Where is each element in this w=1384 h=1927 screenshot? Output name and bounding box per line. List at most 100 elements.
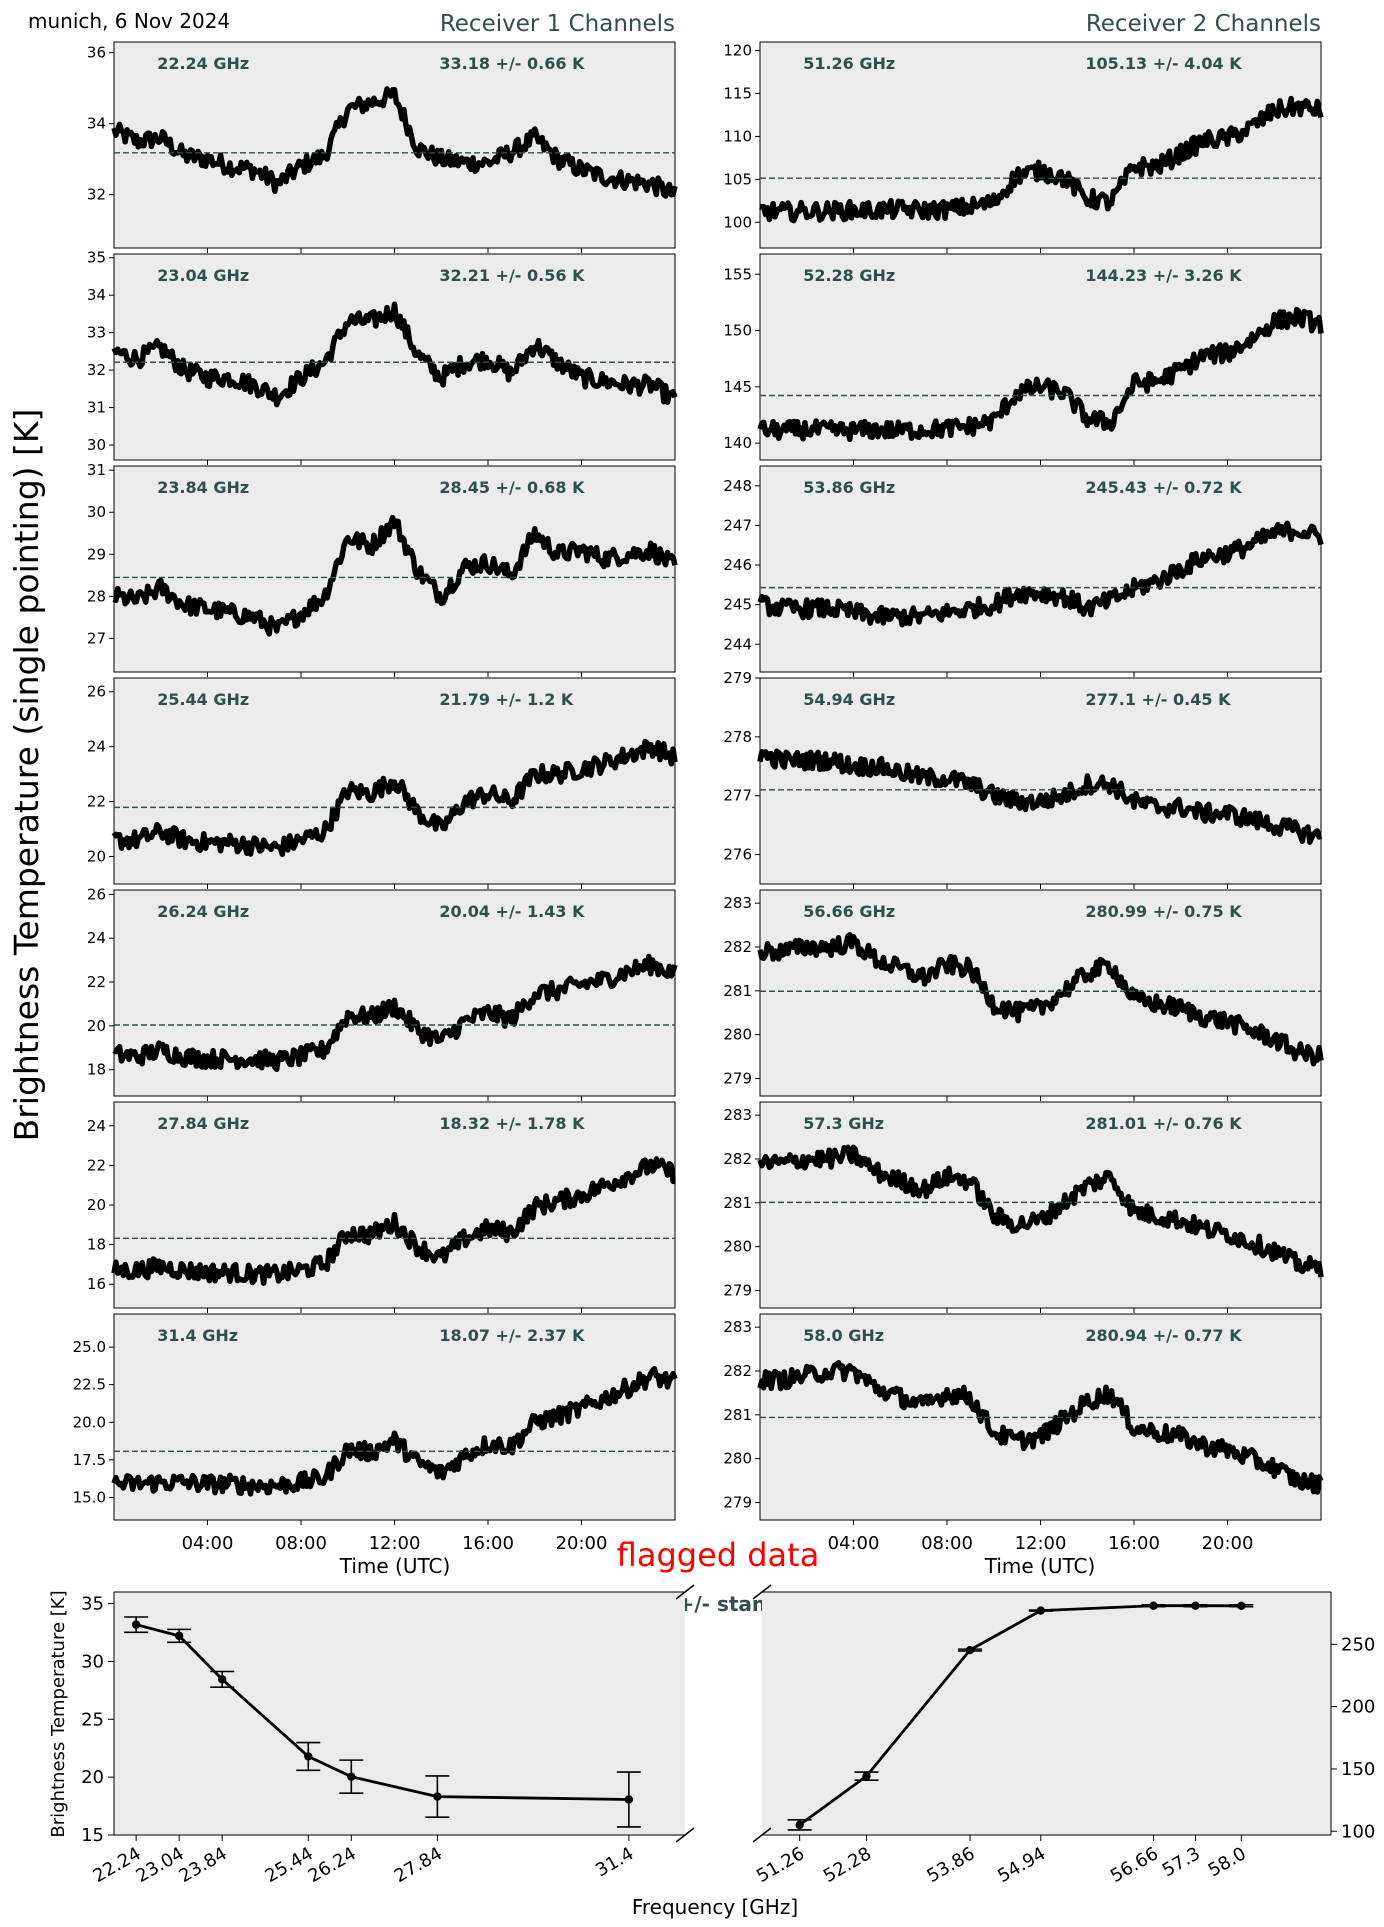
frequency-label: 58.0 GHz [803, 1326, 884, 1345]
y-tick-label: 281 [723, 1406, 752, 1424]
tb-series-line [757, 306, 1324, 443]
y-tick-label: 277 [723, 787, 752, 805]
y-tick-label: 20 [87, 848, 106, 866]
y-tick-label: 280 [723, 1026, 752, 1044]
y-tick-label: 31 [87, 461, 106, 479]
x-tick-label: 16:00 [1108, 1533, 1160, 1554]
mean-std-label: 32.21 +/- 0.56 K [439, 266, 585, 285]
channel-panel: 279 280 281 282 283 56.66 GHz 280.99 +/- 0.75 … [723, 889, 1324, 1101]
x-tick-label: 08:00 [275, 1533, 327, 1554]
panel-frame [113, 253, 676, 461]
y-tick-label: 282 [723, 1362, 752, 1380]
y-tick-label: 32 [87, 361, 106, 379]
y-tick-label: 30 [87, 503, 106, 521]
daily-mean-point [795, 1820, 804, 1830]
receiver2-title: Receiver 2 Channels [1086, 11, 1321, 37]
frequency-label: 26.24 GHz [157, 902, 249, 921]
y-tick-label: 278 [723, 728, 752, 746]
tb-series-line [111, 301, 678, 408]
y-tick-label: 22.5 [73, 1376, 106, 1394]
y-tick-label: 30 [87, 436, 106, 454]
y-tick-label: 110 [723, 127, 752, 145]
y-tick-label: 22 [87, 1156, 106, 1174]
y-tick-label: 155 [723, 265, 752, 283]
frequency-label: 22.24 GHz [157, 54, 249, 73]
tb-series-line [757, 520, 1324, 628]
axis-break-mark [752, 1584, 772, 1600]
y-tick-label: 283 [723, 1106, 752, 1124]
channel-panel: 279 280 281 282 283 58.0 GHz 280.94 +/- 0.77 K [723, 1313, 1324, 1525]
y-tick-label: 20 [87, 1017, 106, 1035]
y-tick-label: 246 [723, 556, 752, 574]
y-tick-label: 244 [723, 635, 752, 653]
channel-panel: 30 31 32 33 34 35 23.04 GHz 32.21 +/- 0.56 K [87, 249, 678, 465]
tb-series-line [757, 1144, 1324, 1278]
frequency-tick-label: 52.28 [820, 1843, 875, 1887]
daily-mean-point [1191, 1601, 1200, 1610]
tb-series-line [112, 514, 678, 637]
summary-right-area [762, 1592, 1331, 1835]
summary-y-tick-label: 100 [1341, 1821, 1375, 1842]
daily-mean-point [1237, 1601, 1246, 1610]
y-tick-label: 24 [87, 1117, 106, 1135]
frequency-tick-label: 22.24 [90, 1843, 145, 1887]
y-tick-label: 276 [723, 846, 752, 864]
panel-frame [759, 1101, 1322, 1309]
frequency-tick-label: 26.24 [305, 1843, 360, 1887]
mean-std-label: 28.45 +/- 0.68 K [439, 478, 585, 497]
frequency-label: 27.84 GHz [157, 1114, 249, 1133]
summary-y-tick-label: 25 [81, 1709, 104, 1730]
y-tick-label: 279 [723, 1493, 752, 1511]
y-tick-label: 280 [723, 1238, 752, 1256]
daily-means-chart: TB daily means +/- standard deviation Br… [48, 1584, 1375, 1919]
y-tick-label: 33 [87, 324, 106, 342]
mean-std-label: 281.01 +/- 0.76 K [1085, 1114, 1242, 1133]
x-tick-label: 04:00 [828, 1533, 880, 1554]
tb-series-line [757, 932, 1324, 1067]
tb-series-line [111, 1156, 676, 1286]
receiver1-title: Receiver 1 Channels [440, 11, 675, 37]
mean-std-label: 18.07 +/- 2.37 K [439, 1326, 585, 1345]
channel-panel: 279 280 281 282 283 57.3 GHz 281.01 +/- 0.76 K [723, 1101, 1324, 1313]
summary-y-tick-label: 200 [1341, 1697, 1375, 1718]
daily-mean-point [624, 1795, 634, 1804]
frequency-tick-label: 56.66 [1107, 1843, 1162, 1887]
global-ylabel: Brightness Temperature (single pointing)… [7, 409, 46, 1142]
daily-mean-point [1149, 1601, 1158, 1610]
frequency-label: 25.44 GHz [157, 690, 249, 709]
y-tick-label: 22 [87, 793, 106, 811]
frequency-label: 52.28 GHz [803, 266, 895, 285]
mean-std-label: 280.99 +/- 0.75 K [1085, 902, 1242, 921]
receiver2-xlabel: Time (UTC) [984, 1554, 1096, 1578]
frequency-label: 54.94 GHz [803, 690, 895, 709]
x-tick-label: 16:00 [462, 1533, 514, 1554]
y-tick-label: 27 [87, 629, 106, 647]
frequency-tick-label: 54.94 [994, 1843, 1049, 1887]
y-tick-label: 25.0 [73, 1338, 106, 1356]
y-tick-label: 120 [723, 42, 752, 60]
daily-mean-point [347, 1772, 356, 1781]
y-tick-label: 248 [723, 477, 752, 495]
frequency-label: 53.86 GHz [803, 478, 895, 497]
y-tick-label: 31 [87, 399, 106, 417]
channel-panel: 100 105 110 115 120 51.26 GHz 105.13 +/- 4.04 … [723, 41, 1324, 253]
daily-mean-point [131, 1620, 141, 1629]
summary-y-tick-label: 15 [81, 1825, 104, 1846]
y-tick-label: 283 [723, 894, 752, 912]
frequency-tick-label: 25.44 [262, 1843, 317, 1887]
daily-mean-point [304, 1752, 313, 1761]
frequency-label: 23.84 GHz [157, 478, 249, 497]
frequency-tick-label: 27.84 [391, 1843, 446, 1887]
summary-ylabel: Brightness Temperature [K] [48, 1590, 69, 1837]
y-tick-label: 20 [87, 1196, 106, 1214]
frequency-tick-label: 51.26 [753, 1843, 808, 1887]
x-tick-label: 20:00 [556, 1533, 608, 1554]
y-tick-label: 20.0 [73, 1413, 106, 1431]
y-tick-label: 15.0 [73, 1488, 106, 1506]
frequency-tick-label: 31.4 [592, 1843, 637, 1881]
tb-series-line [757, 748, 1323, 845]
summary-y-tick-label: 35 [81, 1594, 104, 1615]
frequency-label: 23.04 GHz [157, 266, 249, 285]
y-tick-label: 279 [723, 1281, 752, 1299]
